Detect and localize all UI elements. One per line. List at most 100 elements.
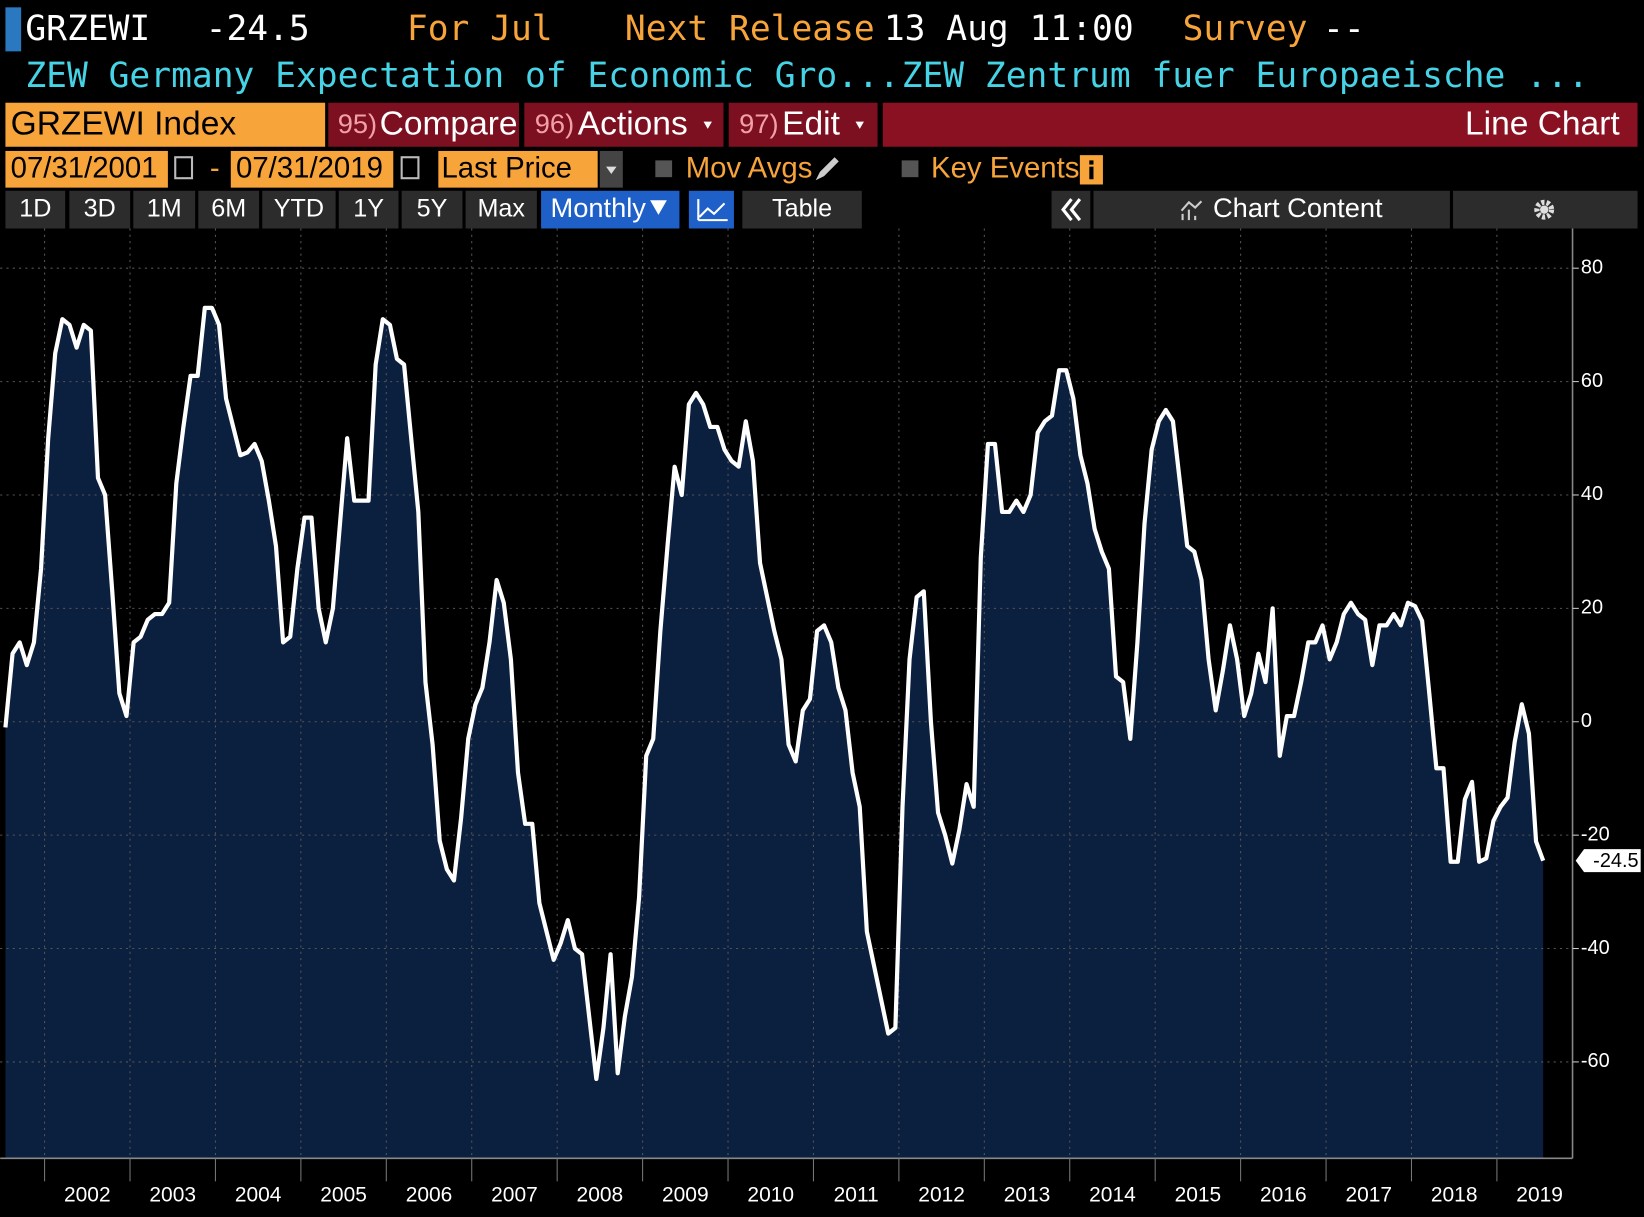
ticker: GRZEWI — [25, 9, 150, 49]
y-tick-label: -40 — [1581, 937, 1610, 959]
mov-avgs: Mov Avgs — [686, 152, 813, 185]
date-separator: - — [210, 152, 220, 185]
x-tick-label: 2006 — [406, 1184, 453, 1207]
x-tick-label: 2014 — [1089, 1184, 1136, 1207]
period-button[interactable] — [5, 190, 66, 229]
x-tick-label: 2008 — [577, 1184, 624, 1207]
last-value: -24.5 — [206, 9, 310, 49]
x-tick-label: 2003 — [149, 1184, 196, 1207]
period-button[interactable] — [133, 190, 196, 229]
checkbox[interactable] — [901, 160, 919, 178]
period-button[interactable] — [338, 190, 399, 229]
period-label: 1M — [147, 194, 182, 222]
table-button[interactable] — [742, 190, 862, 229]
edit-button[interactable] — [728, 102, 878, 147]
button-label: Compare — [380, 106, 518, 143]
field: Last Price — [441, 152, 571, 185]
calendar-icon[interactable] — [174, 156, 194, 180]
button-number: 97) — [739, 108, 778, 139]
survey-label: Survey — [1183, 9, 1308, 49]
button-number: 95) — [338, 108, 377, 139]
period-button[interactable] — [69, 190, 131, 229]
chart-type-bar — [882, 102, 1638, 147]
period-label: Max — [477, 194, 525, 222]
y-tick-label: -60 — [1581, 1050, 1610, 1072]
x-tick-label: 2005 — [320, 1184, 367, 1207]
calendar-icon[interactable] — [400, 156, 420, 180]
info-dot — [1089, 160, 1094, 165]
button-label: Actions — [578, 106, 688, 143]
chart-content-icon — [1180, 200, 1203, 221]
period-label: YTD — [274, 194, 324, 222]
x-tick-label: 2009 — [662, 1184, 709, 1207]
next-release: 13 Aug 11:00 — [884, 9, 1134, 49]
dropdown-arrow — [606, 166, 617, 175]
survey: -- — [1323, 9, 1365, 49]
x-tick-label: 2019 — [1516, 1184, 1563, 1207]
y-tick-label: 80 — [1581, 256, 1603, 278]
chart-content-button[interactable] — [1093, 190, 1450, 229]
key-events: Key Events — [931, 152, 1079, 185]
gear-hub — [1540, 205, 1549, 214]
period-label: 5Y — [417, 194, 448, 222]
y-tick-label: 60 — [1581, 370, 1603, 392]
line-icon — [697, 199, 728, 222]
x-tick-label: 2004 — [235, 1184, 282, 1207]
y-tick-label: 0 — [1581, 710, 1592, 732]
last-value-label: -24.5 — [1593, 850, 1638, 872]
chart-kind: Line Chart — [1465, 106, 1620, 143]
x-tick-label: 2017 — [1345, 1184, 1392, 1207]
dropdown-arrow — [855, 121, 864, 129]
y-tick-label: 20 — [1581, 597, 1603, 619]
table: Table — [772, 194, 832, 222]
description: ZEW Germany Expectation of Economic Gro.… — [25, 56, 899, 96]
period-label: 1D — [19, 194, 51, 222]
x-tick-label: 2013 — [1004, 1184, 1051, 1207]
x-tick-label: 2015 — [1175, 1184, 1222, 1207]
button-number: 96) — [535, 108, 574, 139]
x-tick-label: 2016 — [1260, 1184, 1307, 1207]
period-button[interactable] — [198, 190, 260, 229]
start-date-field[interactable] — [5, 150, 168, 188]
end-date-field[interactable] — [230, 150, 394, 188]
end-date: 07/31/2019 — [236, 152, 383, 185]
security-field[interactable] — [5, 102, 326, 147]
period: For Jul — [407, 9, 553, 49]
start-date: 07/31/2001 — [11, 152, 158, 185]
actions-button[interactable] — [524, 102, 724, 147]
x-tick-label: 2011 — [834, 1184, 879, 1207]
chart-content: Chart Content — [1213, 192, 1383, 223]
collapse-icon — [1061, 198, 1082, 222]
checkbox[interactable] — [655, 160, 673, 178]
field-select[interactable] — [438, 150, 598, 188]
x-tick-label: 2010 — [747, 1184, 794, 1207]
x-tick-label: 2007 — [491, 1184, 538, 1207]
period-label: 1Y — [353, 194, 384, 222]
chart: -60 -40 -20 0 20 40 60 80 2002 2003 2004 2005 2006 20… — [0, 228, 1641, 1207]
period-label: 3D — [84, 194, 116, 222]
period-button[interactable] — [262, 190, 336, 229]
dropdown-arrow — [703, 121, 712, 129]
dropdown-arrow — [650, 200, 667, 215]
line-chart-icon[interactable] — [688, 190, 734, 229]
pencil-icon[interactable] — [815, 157, 839, 181]
period-button[interactable] — [465, 190, 537, 229]
compare-button[interactable] — [328, 102, 520, 147]
frequency: Monthly — [551, 192, 647, 223]
line — [3, 305, 1546, 1082]
y-tick-label: -20 — [1581, 823, 1610, 845]
period-label: 6M — [211, 194, 246, 222]
info-stem — [1089, 166, 1094, 180]
area-fill — [5, 307, 1544, 1159]
security: GRZEWI Index — [11, 106, 237, 143]
period-button[interactable] — [401, 190, 463, 229]
next-release-label: Next Release — [625, 9, 875, 49]
cursor-block — [5, 7, 22, 52]
x-tick-label: 2018 — [1431, 1184, 1478, 1207]
last-value-tag — [1575, 849, 1641, 873]
source: ZEW Zentrum fuer Europaeische ... — [902, 56, 1589, 96]
period-buttons: 1D 3D 1M 6M YTD 1Y 5Y Max — [5, 190, 537, 229]
x-tick-label: 2012 — [918, 1184, 965, 1207]
gear-icon — [1534, 199, 1555, 220]
